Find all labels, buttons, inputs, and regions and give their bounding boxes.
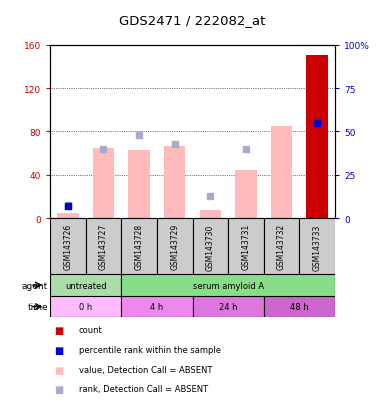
- Text: GSM143729: GSM143729: [170, 224, 179, 270]
- Text: GSM143732: GSM143732: [277, 224, 286, 270]
- Text: time: time: [27, 302, 48, 311]
- Text: serum amyloid A: serum amyloid A: [192, 281, 264, 290]
- Text: GSM143726: GSM143726: [64, 224, 72, 270]
- Text: GSM143727: GSM143727: [99, 224, 108, 270]
- Text: value, Detection Call = ABSENT: value, Detection Call = ABSENT: [79, 365, 212, 374]
- Bar: [85, 219, 121, 275]
- Text: ■: ■: [54, 385, 63, 394]
- Text: ■: ■: [54, 365, 63, 375]
- Bar: [192, 296, 264, 318]
- Text: GSM143730: GSM143730: [206, 223, 215, 270]
- Text: ■: ■: [54, 345, 63, 355]
- Text: untreated: untreated: [65, 281, 107, 290]
- Bar: [228, 219, 264, 275]
- Text: GSM143728: GSM143728: [135, 224, 144, 270]
- Text: ■: ■: [54, 325, 63, 335]
- Bar: [264, 219, 300, 275]
- Bar: [300, 219, 335, 275]
- Bar: [192, 219, 228, 275]
- Bar: [57, 214, 79, 219]
- Bar: [157, 219, 192, 275]
- Text: GSM143731: GSM143731: [241, 224, 250, 270]
- Text: 4 h: 4 h: [150, 302, 164, 311]
- Bar: [121, 219, 157, 275]
- Text: 0 h: 0 h: [79, 302, 92, 311]
- Text: percentile rank within the sample: percentile rank within the sample: [79, 345, 221, 354]
- Bar: [164, 146, 186, 219]
- Text: GSM143733: GSM143733: [313, 223, 321, 270]
- Bar: [93, 148, 114, 219]
- Bar: [121, 296, 192, 318]
- Bar: [271, 127, 292, 219]
- Text: 24 h: 24 h: [219, 302, 238, 311]
- Text: GDS2471 / 222082_at: GDS2471 / 222082_at: [119, 14, 266, 27]
- Bar: [128, 151, 150, 219]
- Bar: [306, 56, 328, 219]
- Bar: [50, 219, 85, 275]
- Bar: [50, 275, 121, 296]
- Bar: [50, 296, 121, 318]
- Bar: [199, 210, 221, 219]
- Text: rank, Detection Call = ABSENT: rank, Detection Call = ABSENT: [79, 385, 208, 394]
- Text: agent: agent: [22, 281, 48, 290]
- Bar: [235, 170, 257, 219]
- Bar: [264, 296, 335, 318]
- Bar: [121, 275, 335, 296]
- Text: count: count: [79, 325, 103, 334]
- Text: 48 h: 48 h: [290, 302, 309, 311]
